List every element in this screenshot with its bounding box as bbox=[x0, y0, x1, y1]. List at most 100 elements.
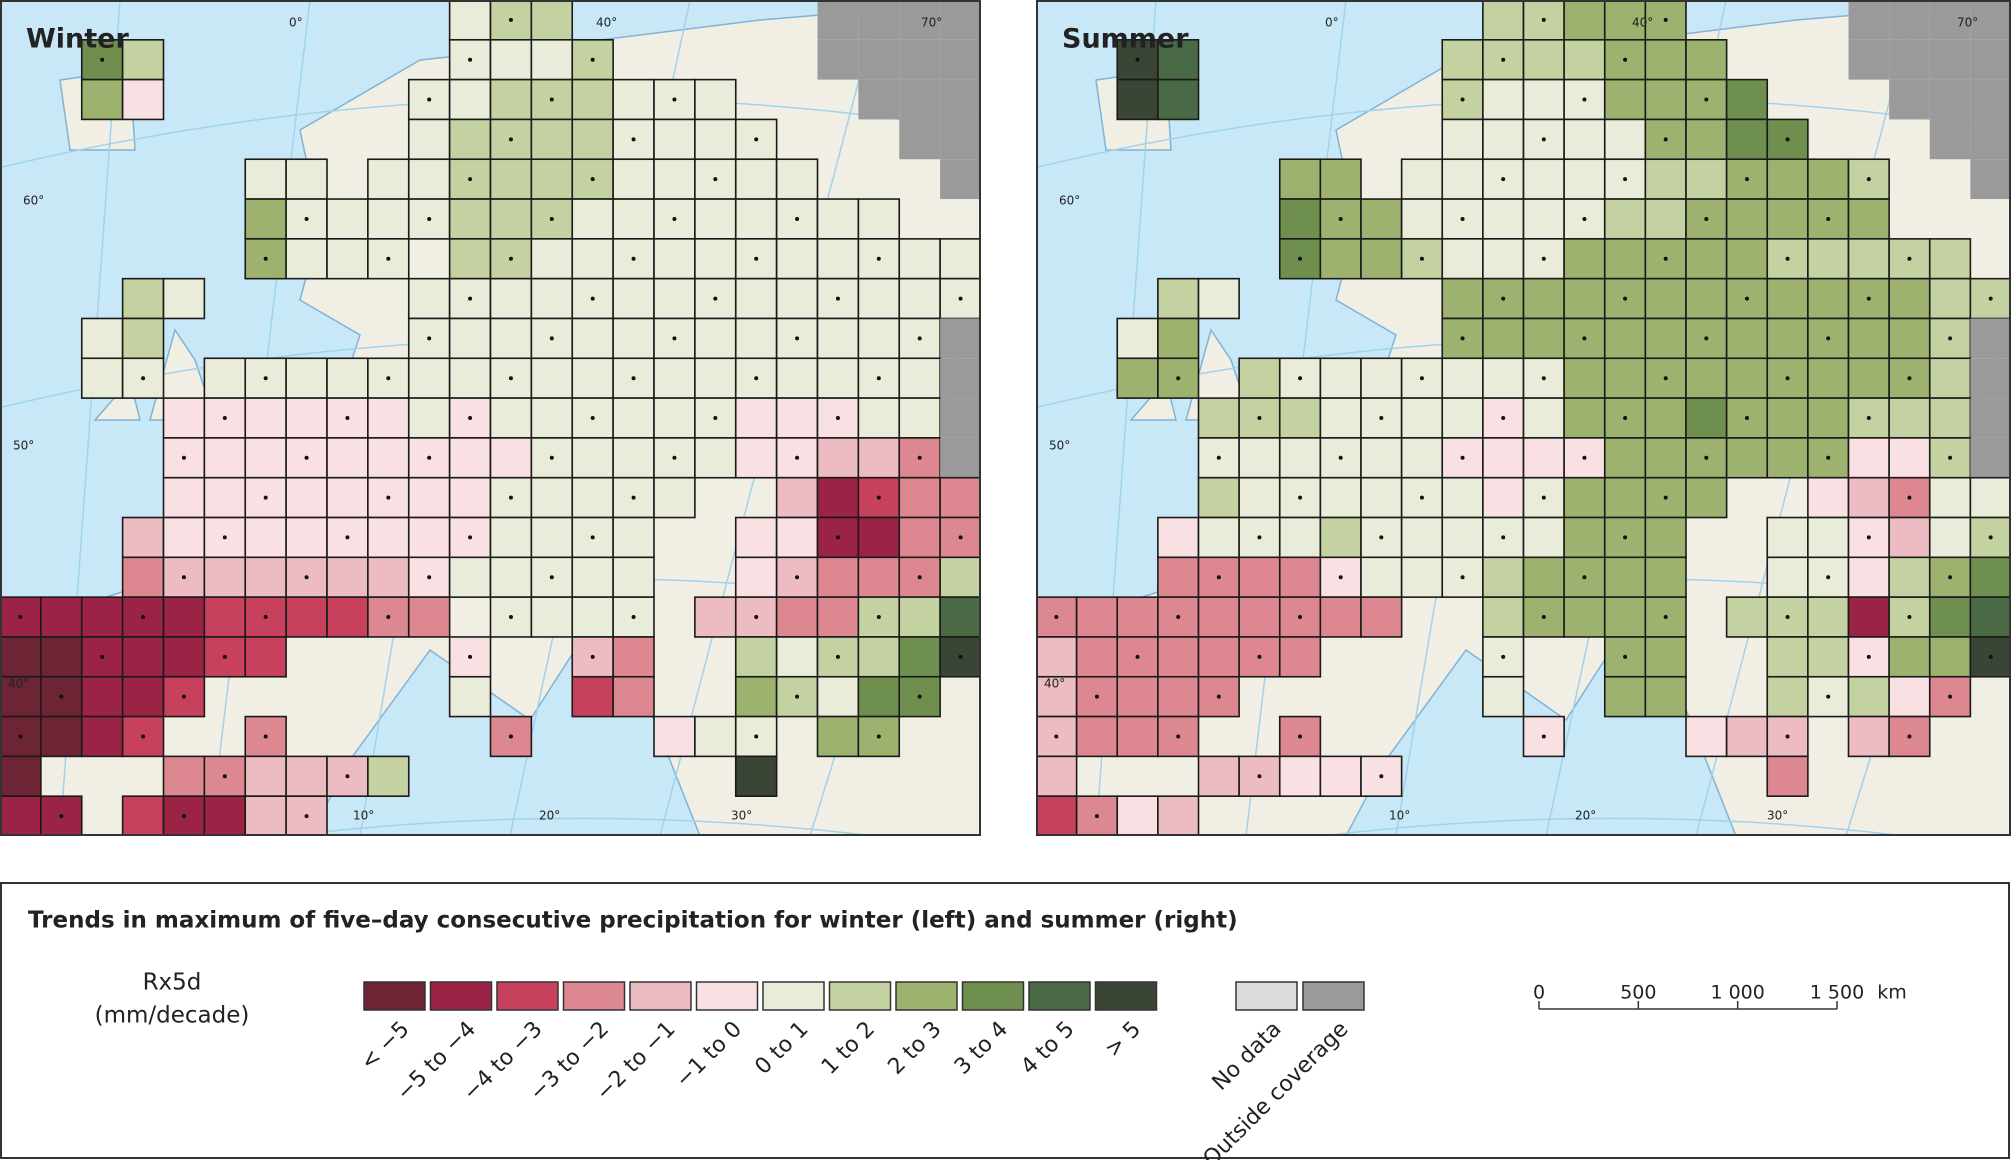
grid-cell bbox=[1360, 476, 1403, 519]
significance-dot bbox=[468, 296, 473, 301]
grid-cell bbox=[1603, 78, 1647, 121]
significance-dot bbox=[713, 416, 718, 420]
graticule-label: 50° bbox=[13, 439, 34, 453]
legend-swatch bbox=[762, 981, 825, 1011]
grid-cell bbox=[1644, 397, 1687, 439]
scale-label: 1 000 bbox=[1710, 982, 1764, 1004]
grid-cell bbox=[694, 596, 737, 638]
grid-cell bbox=[326, 357, 369, 399]
grid-cell bbox=[775, 596, 819, 638]
grid-cell bbox=[816, 198, 860, 240]
grid-cell bbox=[489, 198, 533, 240]
grid-cell bbox=[1400, 397, 1444, 439]
significance-dot bbox=[181, 814, 186, 819]
grid-cell bbox=[1278, 755, 1322, 797]
significance-dot bbox=[672, 455, 677, 460]
grid-cell bbox=[1848, 39, 1890, 80]
grid-cell bbox=[1441, 476, 1484, 519]
grid-cell bbox=[1360, 198, 1403, 240]
significance-dot bbox=[590, 177, 595, 182]
grid-cell bbox=[121, 516, 165, 559]
grid-cell bbox=[1441, 158, 1484, 200]
grid-cell bbox=[1766, 516, 1809, 559]
grid-cell bbox=[1278, 636, 1322, 678]
grid-cell bbox=[1319, 238, 1362, 280]
grid-cell bbox=[162, 277, 206, 320]
grid-cell bbox=[898, 596, 941, 638]
grid-cell bbox=[940, 398, 981, 438]
grid-cell bbox=[244, 556, 287, 598]
grid-cell bbox=[367, 198, 410, 240]
grid-cell bbox=[1848, 0, 1890, 40]
grid-cell bbox=[326, 198, 369, 240]
grid-cell bbox=[939, 556, 981, 598]
grid-cell bbox=[1889, 79, 1930, 120]
grid-cell bbox=[530, 476, 574, 519]
grid-cell bbox=[80, 596, 124, 638]
significance-dot bbox=[100, 57, 105, 62]
significance-dot bbox=[1785, 256, 1790, 261]
grid-cell bbox=[1929, 119, 1971, 160]
grid-cell bbox=[1766, 556, 1809, 598]
grid-cell bbox=[612, 636, 655, 678]
significance-dot bbox=[1826, 216, 1831, 221]
grid-cell bbox=[1929, 0, 1971, 40]
significance-dot bbox=[1257, 416, 1262, 420]
grid-cell bbox=[1970, 79, 2011, 120]
grid-cell bbox=[899, 79, 941, 120]
grid-cell bbox=[898, 238, 941, 280]
significance-dot bbox=[835, 416, 840, 420]
grid-cell bbox=[1319, 755, 1362, 797]
grid-cell bbox=[367, 437, 410, 479]
grid-cell bbox=[1522, 158, 1565, 200]
grid-cell bbox=[940, 0, 981, 40]
grid-cell bbox=[1603, 198, 1647, 240]
significance-dot bbox=[631, 256, 636, 261]
significance-dot bbox=[427, 336, 432, 341]
grid-cell bbox=[1969, 556, 2011, 598]
significance-dot bbox=[672, 336, 677, 341]
significance-dot bbox=[1948, 336, 1953, 341]
significance-dot bbox=[795, 455, 800, 460]
grid-cell bbox=[817, 0, 859, 40]
grid-cell bbox=[1766, 397, 1809, 439]
grid-cell bbox=[816, 437, 860, 479]
grid-cell bbox=[1197, 277, 1240, 320]
grid-cell bbox=[244, 158, 287, 200]
grid-cell bbox=[1482, 317, 1525, 360]
legend-swatch bbox=[895, 981, 958, 1011]
significance-dot bbox=[1216, 694, 1221, 699]
grid-cell bbox=[1522, 78, 1565, 121]
significance-dot bbox=[1866, 416, 1871, 420]
grid-cell bbox=[1928, 476, 1972, 519]
grid-cell bbox=[326, 397, 369, 439]
grid-cell bbox=[0, 636, 42, 678]
grid-cell bbox=[448, 437, 492, 479]
significance-dot bbox=[345, 416, 350, 420]
grid-cell bbox=[367, 755, 410, 797]
grid-cell bbox=[816, 715, 860, 758]
grid-cell bbox=[1969, 596, 2011, 638]
grid-cell bbox=[530, 596, 574, 638]
significance-dot bbox=[1501, 535, 1506, 540]
significance-dot bbox=[1704, 216, 1709, 221]
grid-cell bbox=[1847, 596, 1890, 638]
significance-dot bbox=[549, 97, 554, 102]
significance-dot bbox=[1541, 376, 1546, 381]
grid-cell bbox=[1563, 357, 1606, 399]
grid-cell bbox=[653, 397, 696, 439]
grid-cell bbox=[858, 0, 900, 40]
grid-cell bbox=[1766, 277, 1809, 320]
significance-dot bbox=[1094, 814, 1099, 819]
grid-cell bbox=[1644, 556, 1687, 598]
legend-swatch bbox=[562, 981, 626, 1011]
significance-dot bbox=[631, 137, 636, 142]
grid-cell bbox=[1482, 437, 1525, 479]
grid-cell bbox=[694, 317, 737, 360]
significance-dot bbox=[1338, 455, 1343, 460]
grid-cell bbox=[1725, 78, 1769, 121]
grid-cell bbox=[734, 516, 778, 559]
grid-cell bbox=[734, 198, 778, 240]
grid-cell bbox=[1482, 596, 1525, 638]
significance-dot bbox=[1541, 256, 1546, 261]
